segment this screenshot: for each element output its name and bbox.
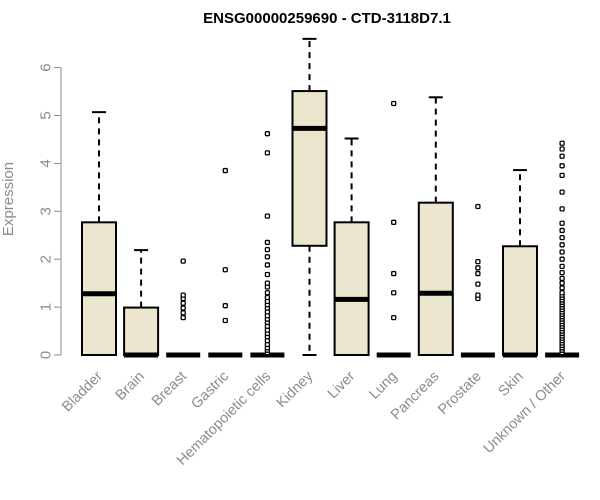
outlier-point xyxy=(264,239,271,246)
outlier-point xyxy=(475,270,481,277)
iqr-box xyxy=(502,245,538,356)
outlier-point xyxy=(180,292,186,298)
outlier-point xyxy=(222,317,228,324)
box-skin xyxy=(502,169,538,358)
box-lung xyxy=(376,100,411,358)
outlier-point xyxy=(559,227,565,234)
iqr-box xyxy=(291,90,328,247)
outlier-point xyxy=(559,140,565,146)
outlier-point xyxy=(391,290,397,296)
outlier-point xyxy=(391,100,397,107)
outlier-point xyxy=(222,167,228,174)
outlier-point xyxy=(559,263,565,270)
outlier-point xyxy=(264,294,271,301)
outlier-point xyxy=(559,146,565,152)
outlier-point xyxy=(264,290,271,296)
outlier-point xyxy=(264,280,271,286)
boxes-group xyxy=(81,37,580,358)
box-prostate xyxy=(460,203,495,358)
category-label: Breast xyxy=(149,369,190,410)
outlier-point xyxy=(391,270,397,277)
outlier-point xyxy=(180,305,186,311)
outlier-point xyxy=(559,234,565,241)
outlier-point xyxy=(559,280,565,286)
outlier-point xyxy=(559,163,565,169)
iqr-box xyxy=(123,306,160,357)
category-label: Prostate xyxy=(435,369,484,418)
outlier-point xyxy=(559,153,565,159)
outlier-point xyxy=(264,213,271,219)
outlier-point xyxy=(264,254,271,260)
outlier-point xyxy=(559,290,565,296)
outlier-point xyxy=(559,275,565,282)
outlier-point xyxy=(475,292,481,298)
outlier-point xyxy=(180,300,186,306)
outlier-point xyxy=(475,281,481,287)
outlier-point xyxy=(391,314,397,321)
outlier-point xyxy=(475,258,481,265)
box-kidney xyxy=(291,37,328,356)
category-label: Liver xyxy=(325,368,359,402)
outlier-point xyxy=(475,203,481,210)
outlier-point xyxy=(559,242,565,248)
outlier-point xyxy=(559,249,565,255)
category-label: Bladder xyxy=(59,368,106,415)
category-label: Skin xyxy=(496,369,527,400)
outlier-point xyxy=(180,258,186,264)
y-tick-label: 4 xyxy=(38,159,55,167)
y-tick-label: 1 xyxy=(38,303,55,311)
box-hematopoietic-cells xyxy=(250,131,285,358)
y-tick-label: 5 xyxy=(38,111,55,119)
outlier-point xyxy=(264,271,271,278)
outlier-point xyxy=(559,189,565,195)
iqr-box xyxy=(81,221,117,356)
outlier-point xyxy=(264,262,271,268)
box-gastric xyxy=(208,167,243,358)
y-tick-label: 3 xyxy=(38,207,55,215)
box-unknown-other xyxy=(545,140,580,358)
y-axis: 0 1 2 3 4 5 6 xyxy=(38,63,62,359)
box-brain xyxy=(123,249,160,358)
y-tick-label: 0 xyxy=(38,351,55,359)
outlier-point xyxy=(559,206,565,212)
category-label: Brain xyxy=(113,369,148,404)
outlier-point xyxy=(264,131,271,137)
outlier-point xyxy=(559,172,565,179)
box-pancreas xyxy=(417,96,454,356)
outlier-point xyxy=(559,220,565,226)
outlier-point xyxy=(475,265,481,271)
y-tick-label: 6 xyxy=(38,63,55,71)
category-label: Kidney xyxy=(274,368,317,411)
box-liver xyxy=(333,137,370,356)
outlier-point xyxy=(559,285,565,291)
iqr-box xyxy=(417,201,454,356)
outlier-point xyxy=(222,303,228,309)
box-breast xyxy=(166,258,201,358)
outlier-point xyxy=(264,246,271,253)
y-axis-label: Expression xyxy=(0,162,17,236)
chart-title: ENSG00000259690 - CTD-3118D7.1 xyxy=(203,10,451,27)
outlier-point xyxy=(391,219,397,225)
iqr-box xyxy=(333,221,370,356)
y-tick-label: 2 xyxy=(38,255,55,263)
outlier-point xyxy=(264,150,271,156)
outlier-point xyxy=(559,269,565,276)
outlier-point xyxy=(180,314,186,321)
outlier-point xyxy=(559,256,565,262)
outlier-point xyxy=(180,310,186,316)
box-bladder xyxy=(81,111,117,356)
outlier-point xyxy=(222,267,228,273)
category-label: Lung xyxy=(366,369,400,403)
